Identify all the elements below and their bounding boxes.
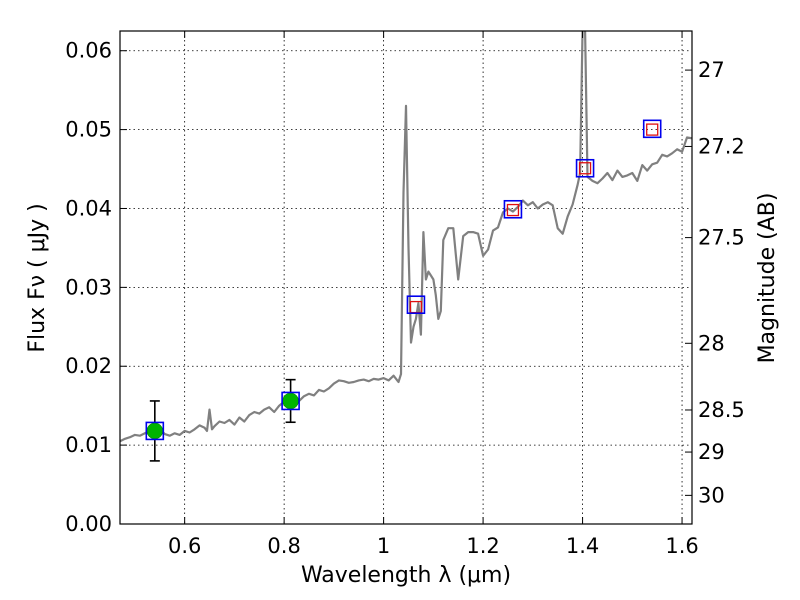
right-axis-title: Magnitude (AB) <box>755 193 780 364</box>
y-tick-label: 0.04 <box>65 196 112 220</box>
x-tick-label: 1.4 <box>566 534 599 558</box>
observed-square-marker <box>578 162 592 175</box>
line-layer <box>120 31 692 443</box>
y-tick-label: 0.05 <box>65 118 112 142</box>
x-tick-label: 0.6 <box>168 534 201 558</box>
tick-layer: 0.6 0.8 1 1.2 1.4 1.6 0.00 0.01 0.02 0.03 0.04 0.05… <box>65 31 745 558</box>
observed-square-marker <box>506 203 520 217</box>
plot-frame <box>119 30 693 525</box>
observed-square-marker <box>646 123 659 136</box>
x-tick-label: 0.8 <box>267 534 300 558</box>
right-tick-label: 30 <box>698 483 725 507</box>
right-tick-label: 28 <box>698 331 725 355</box>
y-tick-label: 0.03 <box>65 275 112 299</box>
right-tick-label: 27 <box>698 58 725 82</box>
y-tick-label: 0.01 <box>65 433 112 457</box>
model-square-marker <box>642 119 662 139</box>
sed-model-line <box>120 31 692 443</box>
marker-layer <box>145 119 662 462</box>
x-tick-label: 1.2 <box>466 534 499 558</box>
model-square-marker <box>503 199 523 219</box>
right-tick-label: 27.2 <box>698 134 745 158</box>
right-tick-label: 28.5 <box>698 398 745 422</box>
x-tick-label: 1.6 <box>665 534 698 558</box>
y-axis-title: Flux Fν ( μJy ) <box>25 203 50 352</box>
right-tick-label: 29 <box>698 440 725 464</box>
y-tick-label: 0.02 <box>65 354 112 378</box>
x-axis-title: Wavelength λ (μm) <box>301 563 511 588</box>
y-tick-label: 0.06 <box>65 39 112 63</box>
model-square-marker <box>406 295 426 315</box>
model-square-marker <box>575 158 595 178</box>
photometry-point <box>282 392 299 410</box>
right-tick-label: 27.5 <box>698 226 745 250</box>
y-tick-label: 0.00 <box>65 512 112 536</box>
model-square-marker <box>145 421 165 441</box>
photometry-point <box>146 422 164 440</box>
model-square-marker <box>281 391 300 411</box>
x-tick-label: 1 <box>377 534 390 558</box>
